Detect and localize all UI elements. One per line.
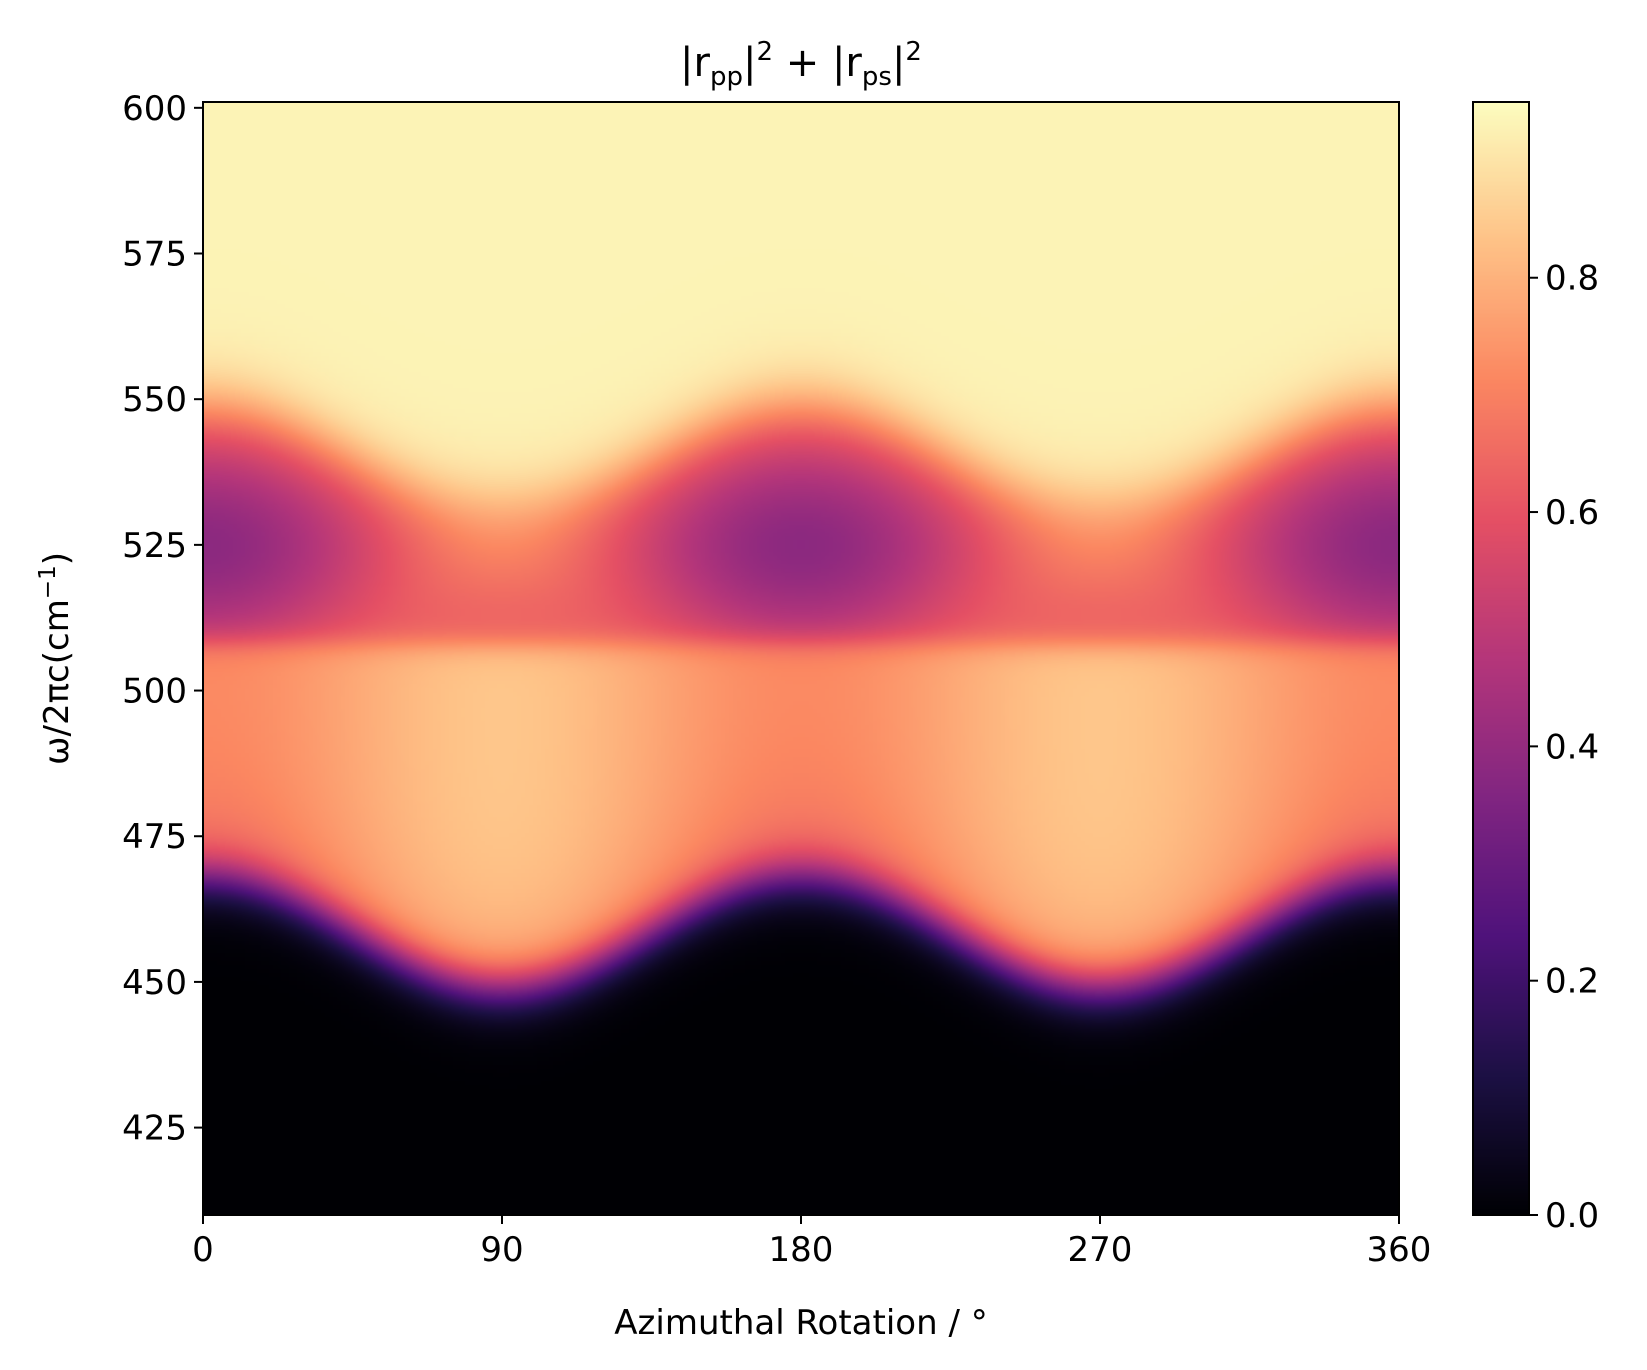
y-tick-label: 525 [122,526,187,566]
title-part: |r [832,40,862,86]
y-tick-label: 500 [122,672,187,712]
title-part: | [892,40,905,86]
y-axis-label-text: ω/2πc(cm−1) [35,552,77,765]
colorbar-tick-label: 0.2 [1545,962,1599,1002]
y-tick-label: 425 [122,1109,187,1149]
y-axis: 425 450 475 500 525 550 575 600 [122,89,203,1149]
x-tick-label: 180 [769,1230,834,1270]
y-tick-label: 475 [122,817,187,857]
chart-title-text: |rpp|2​ + |rps|2​ [680,37,922,92]
colorbar-frame [1472,101,1530,1216]
y-axis-label: ω/2πc(cm−1) [35,552,77,765]
title-superscript: 2 [905,37,922,67]
colorbar-axis: 0.0 0.2 0.4 0.6 0.8 [1529,259,1599,1236]
chart-title: |rpp|2​ + |rps|2​ [680,37,922,92]
heatmap-image [203,102,1399,1215]
title-subscript: pp [710,62,743,92]
x-tick-label: 270 [1068,1230,1133,1270]
y-tick-label: 550 [122,380,187,420]
title-part: + [773,40,832,86]
x-tick-label: 360 [1367,1230,1432,1270]
title-subscript: ps [862,62,892,92]
colorbar-tick-label: 0.4 [1545,727,1599,767]
x-tick-label: 0 [192,1230,214,1270]
y-axis-label-close: ) [37,552,77,565]
colorbar-tick-label: 0.8 [1545,259,1599,299]
x-axis: 0 90 180 270 360 [192,1215,1431,1270]
title-part: |r [680,40,710,86]
colorbar-tick-label: 0.6 [1545,493,1599,533]
title-part: | [743,40,756,86]
y-axis-label-base: ω/2πc(cm [37,599,77,765]
x-tick-label: 90 [480,1230,523,1270]
y-axis-label-sup: −1 [35,565,61,599]
y-tick-label: 575 [122,235,187,275]
colorbar-tick-label: 0.0 [1545,1196,1599,1236]
x-axis-label: Azimuthal Rotation / ° [614,1303,987,1343]
plot-frame [202,101,1400,1216]
y-tick-label: 450 [122,963,187,1003]
y-tick-label: 600 [122,89,187,129]
colorbar-gradient [1473,102,1529,1215]
title-superscript: 2 [756,37,773,67]
